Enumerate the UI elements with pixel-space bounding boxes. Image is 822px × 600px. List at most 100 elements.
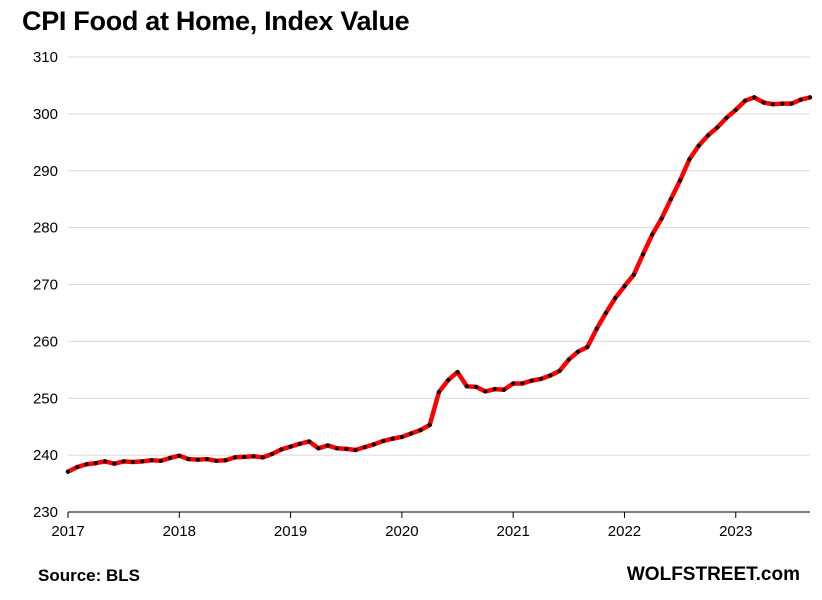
data-point [492,387,497,392]
data-point [93,460,98,466]
data-point [140,459,145,464]
data-point [149,458,154,463]
data-point [715,125,720,130]
data-point [353,447,358,453]
y-tick-label: 230 [33,504,58,521]
data-point [130,459,136,465]
data-point [603,310,609,316]
data-point [186,457,191,462]
data-point [696,143,701,148]
x-tick-label: 2018 [163,523,196,540]
data-point [427,422,432,428]
data-point [84,462,89,467]
data-point [297,441,302,446]
data-point [251,454,256,459]
data-point [316,446,321,451]
data-point [529,378,534,383]
y-tick-label: 310 [33,49,58,66]
x-axis-tick-labels: 2017 2018 2019 2020 2021 2022 2023 [51,523,752,540]
data-point [724,115,729,120]
data-point [585,344,590,350]
data-point [622,284,627,289]
data-point [761,100,766,105]
brand-watermark: WOLFSTREET.com [626,564,800,585]
data-point [334,446,340,451]
data-point [242,454,247,459]
data-point [501,387,507,392]
data-point [65,469,71,474]
data-point [659,216,664,221]
y-tick-label: 290 [33,163,58,180]
data-point [223,458,228,463]
data-point [195,457,200,462]
data-point [798,97,803,102]
data-point [214,458,219,463]
data-point [780,101,785,106]
y-tick-label: 270 [33,277,58,294]
data-point [613,296,618,301]
data-point [733,107,738,112]
data-point [279,447,284,452]
x-tick-label: 2021 [496,523,529,540]
data-point [770,102,775,107]
data-point [381,438,386,444]
data-point [371,442,377,447]
data-point [455,369,460,375]
data-point [687,157,692,162]
data-point [177,453,182,458]
data-point [520,381,525,386]
y-tick-label: 260 [33,333,58,350]
data-point [158,458,163,463]
data-point [640,252,646,257]
data-point [483,389,488,394]
data-point [557,368,562,374]
data-point [102,459,108,464]
data-point [121,459,126,464]
data-point [325,443,330,448]
data-point [538,376,544,382]
data-point [807,95,813,100]
x-tick-label: 2022 [608,523,641,540]
data-point [548,373,553,378]
data-point [473,384,479,389]
data-point [418,428,423,433]
data-point [566,357,571,362]
x-tick-label: 2020 [385,523,418,540]
x-axis [67,511,810,518]
data-point [631,272,636,277]
x-tick-label: 2019 [274,523,307,540]
data-point [464,384,469,389]
y-tick-label: 280 [33,220,58,237]
data-point [75,464,80,470]
data-point [650,232,655,237]
y-tick-label: 300 [33,106,58,123]
data-point [260,455,265,460]
source-note: Source: BLS [38,566,141,585]
x-tick-label: 2023 [719,523,752,540]
data-point [575,349,581,354]
data-point [390,436,395,441]
data-point [205,457,210,462]
data-point [232,455,238,460]
data-point [594,326,599,331]
series-layer [65,95,813,474]
data-point [167,455,173,461]
chart-title: CPI Food at Home, Index Value [22,6,410,36]
data-point [668,197,673,202]
data-point [288,444,293,449]
x-tick-label: 2017 [51,523,84,540]
data-point [789,101,794,106]
data-point [752,95,757,100]
data-point [705,133,711,138]
data-point [678,178,683,183]
y-axis-tick-labels: 230 240 250 260 270 280 290 300 310 [33,49,58,521]
data-point [307,439,312,444]
data-point [112,461,117,466]
data-point [409,431,414,436]
y-tick-label: 240 [33,447,58,464]
data-point [362,445,367,450]
data-point [742,98,748,103]
data-point [446,377,451,383]
y-tick-label: 250 [33,390,58,407]
